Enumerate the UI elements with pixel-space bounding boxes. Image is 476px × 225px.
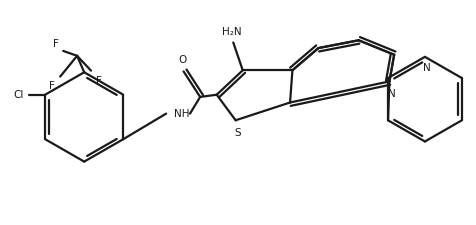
Text: O: O (178, 56, 187, 65)
Text: N: N (423, 63, 431, 73)
Text: H₂N: H₂N (222, 27, 242, 37)
Text: F: F (96, 76, 102, 86)
Text: F: F (50, 81, 55, 91)
Text: F: F (53, 39, 59, 49)
Text: N: N (387, 89, 395, 99)
Text: Cl: Cl (13, 90, 23, 100)
Text: S: S (234, 128, 241, 138)
Text: NH: NH (174, 109, 189, 119)
